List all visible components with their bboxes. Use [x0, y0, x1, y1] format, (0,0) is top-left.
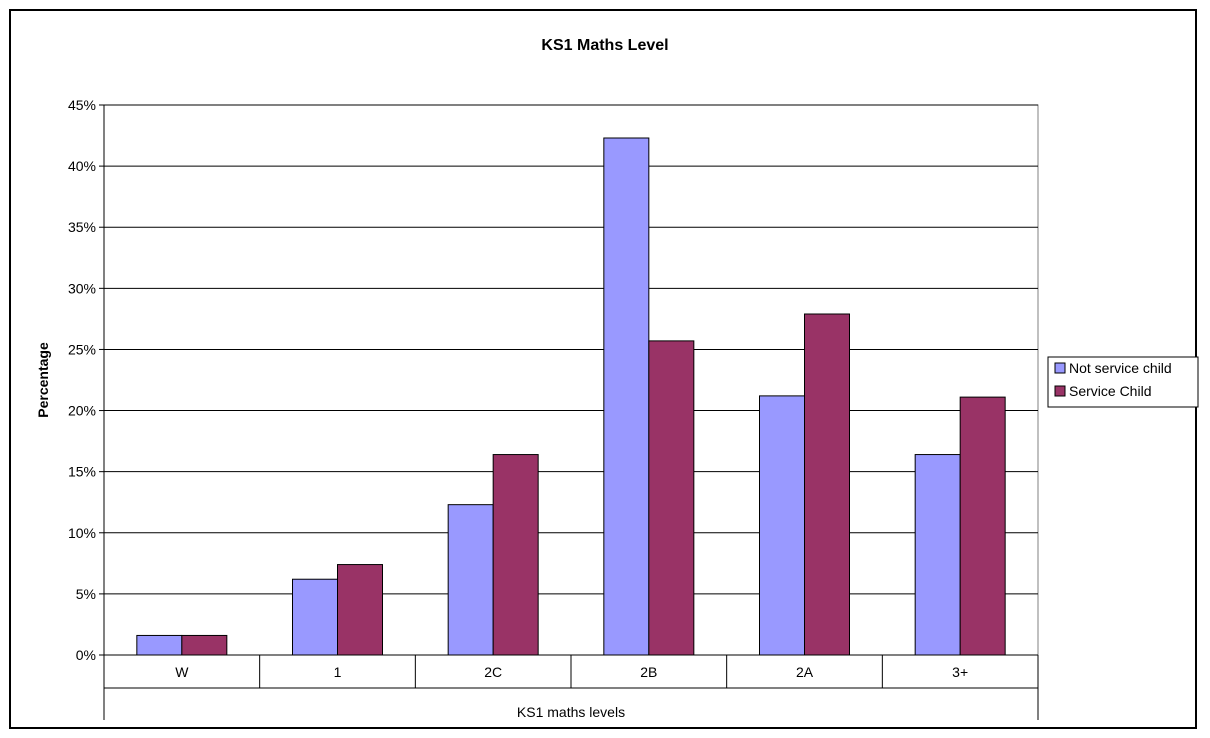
y-tick-label: 20% [68, 403, 96, 419]
bar-service-child [648, 340, 695, 656]
bars [136, 137, 1006, 656]
x-axis-label: KS1 maths levels [517, 704, 625, 720]
bar-not-service-child [914, 454, 961, 656]
bar-not-service-child [603, 137, 650, 656]
bar-not-service-child [759, 395, 805, 656]
y-tick-label: 25% [68, 341, 96, 357]
bar-service-child [959, 396, 1006, 656]
legend-box [1047, 356, 1199, 408]
y-axis-ticks: 0% 5% 10% 15% 20% 25% 30% 35% 40% 45% [68, 97, 105, 663]
legend-swatch-service-child [1054, 385, 1066, 397]
x-axis: W 1 2C 2B 2A 3+ [103, 654, 1039, 720]
chart-title: KS1 Maths Level [541, 37, 668, 54]
y-tick-label: 10% [68, 525, 96, 541]
x-tick-label: W [175, 664, 189, 680]
bar-not-service-child [292, 578, 338, 656]
x-tick-label: 2C [484, 664, 502, 680]
legend: Not service child Service Child [1047, 356, 1199, 408]
gridlines [104, 104, 1038, 595]
bar-service-child [804, 313, 850, 656]
y-tick-label: 40% [68, 158, 96, 174]
y-tick-label: 35% [68, 219, 96, 235]
y-tick-label: 5% [76, 586, 96, 602]
plot-area [103, 104, 1039, 656]
y-axis-label: Percentage [35, 342, 51, 418]
legend-swatch-not-service-child [1054, 362, 1066, 374]
bar-not-service-child [136, 634, 183, 656]
bar-service-child [492, 454, 539, 656]
y-tick-label: 30% [68, 280, 96, 296]
x-tick-label: 2A [796, 664, 814, 680]
y-tick-label: 0% [76, 647, 96, 663]
y-tick-label: 45% [68, 97, 96, 113]
y-tick-label: 15% [68, 464, 96, 480]
legend-label-not-service-child: Not service child [1069, 360, 1172, 376]
legend-label-service-child: Service Child [1069, 383, 1151, 399]
bar-not-service-child [447, 504, 494, 656]
bar-service-child [181, 634, 228, 656]
bar-service-child [337, 564, 383, 656]
x-tick-label: 2B [640, 664, 657, 680]
x-tick-label: 1 [334, 664, 342, 680]
x-tick-label: 3+ [952, 664, 968, 680]
